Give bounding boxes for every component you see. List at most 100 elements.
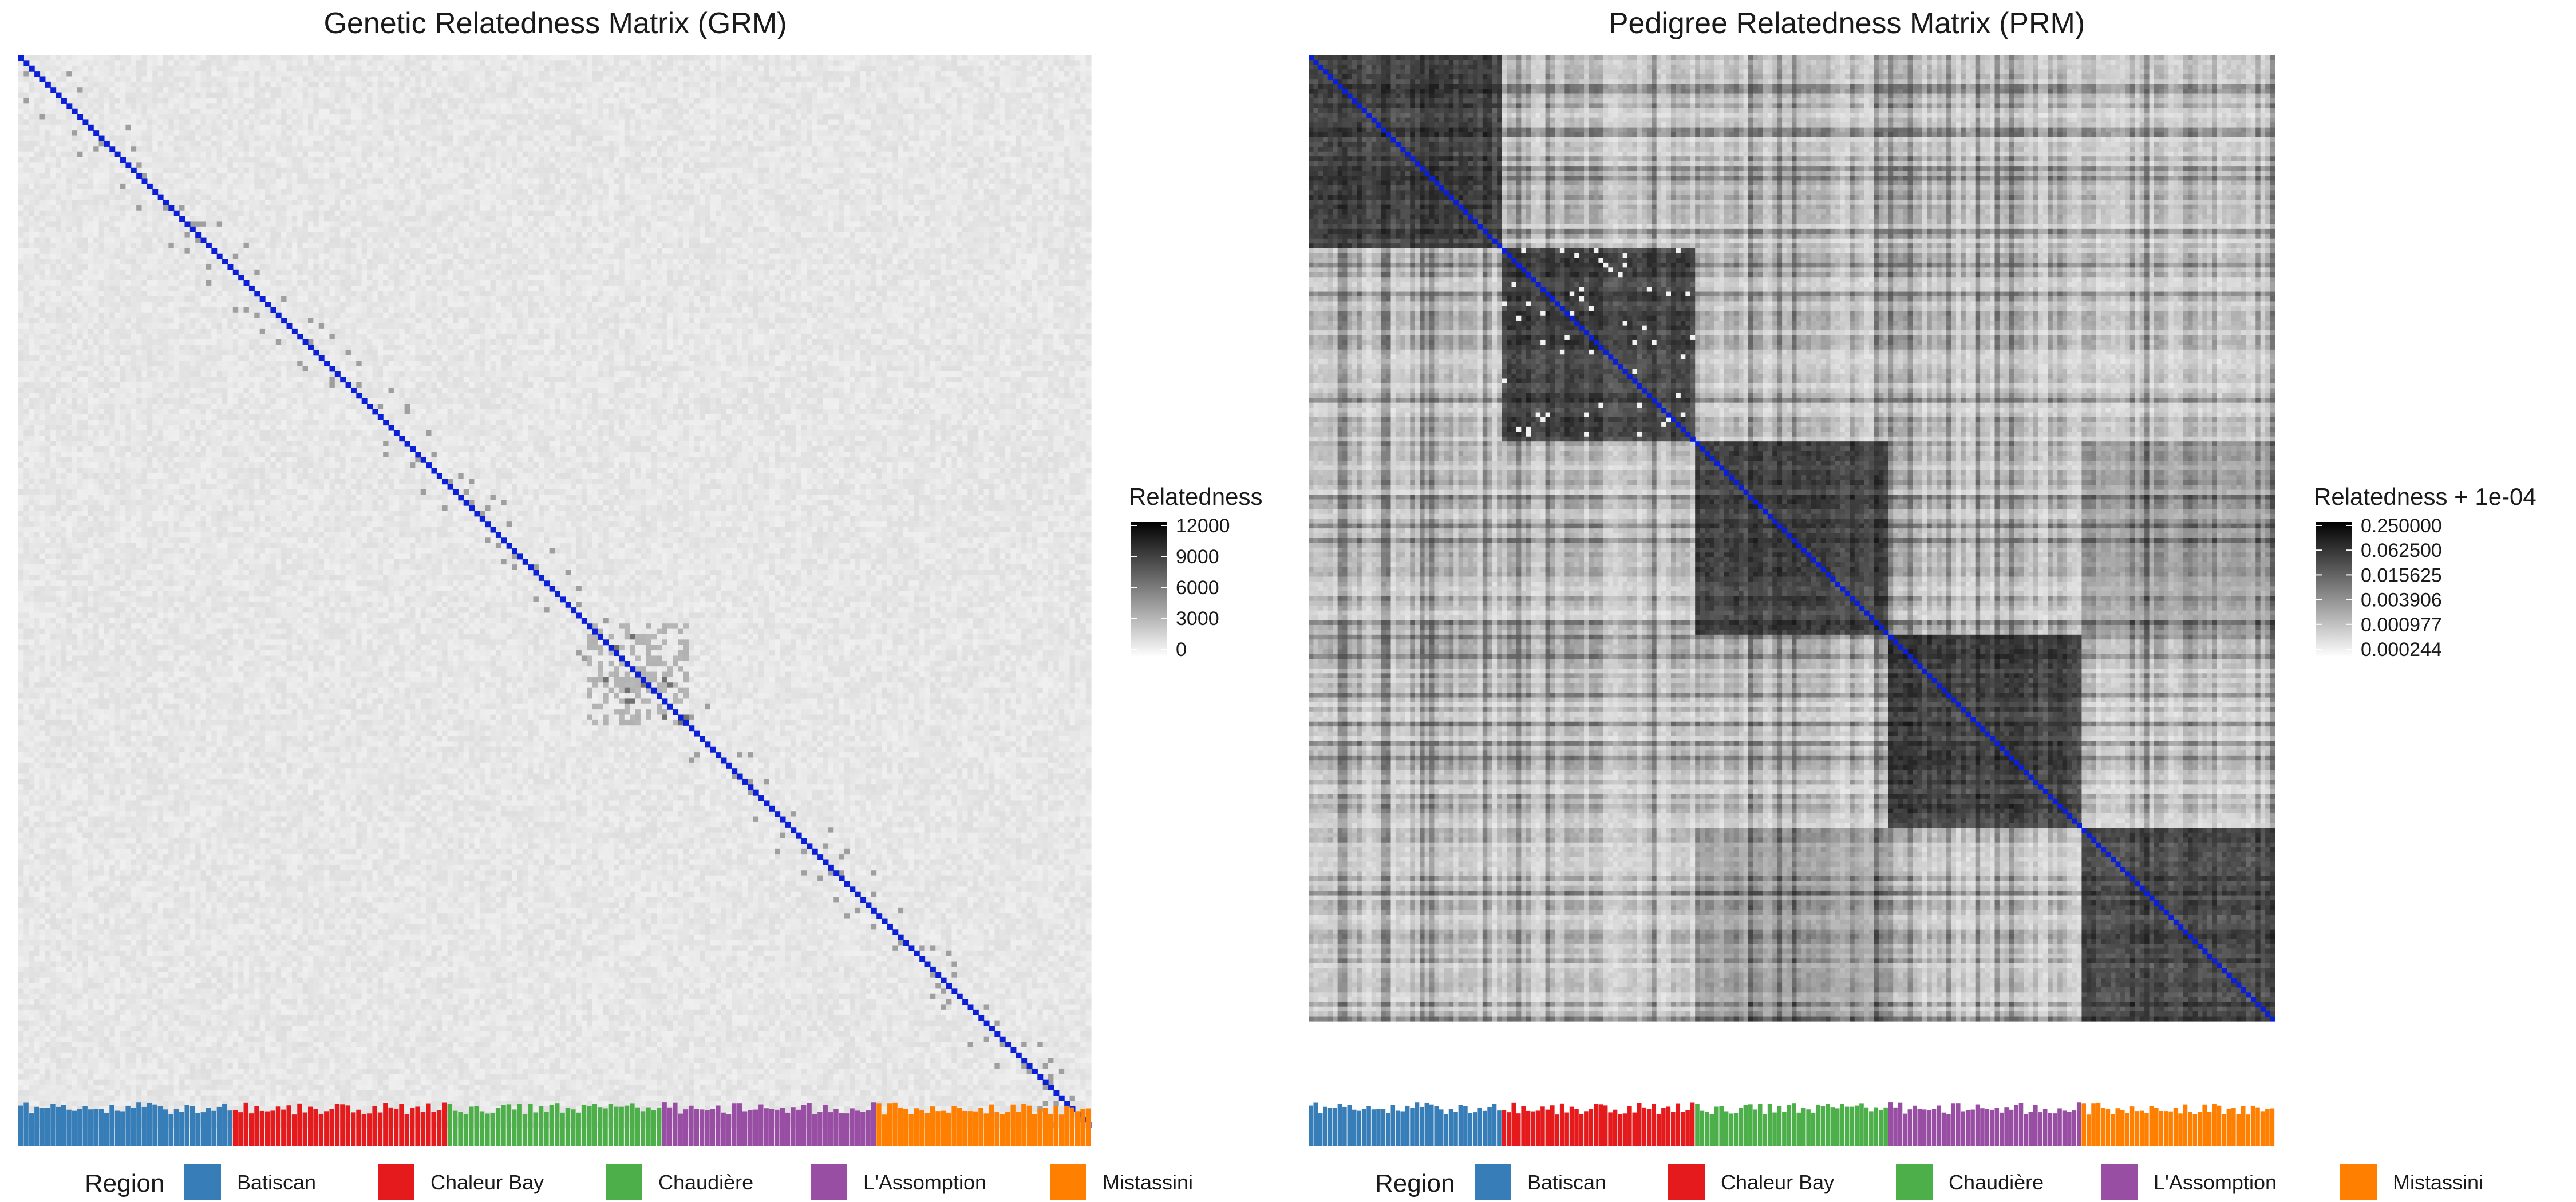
heatmap-cell [147, 87, 153, 93]
heatmap-cell [115, 87, 121, 93]
heatmap-cell [625, 93, 630, 98]
heatmap-cell [480, 71, 485, 77]
heatmap-cell [908, 103, 914, 109]
heatmap-cell [635, 109, 641, 114]
heatmap-cell [984, 66, 990, 72]
heatmap-cell [775, 82, 780, 88]
heatmap-cell [372, 93, 378, 98]
heatmap-cell [249, 103, 255, 109]
heatmap-cell [109, 71, 115, 77]
heatmap-cell [828, 66, 834, 72]
heatmap-cell [641, 76, 646, 82]
heatmap-cell [319, 66, 325, 72]
heatmap-cell [716, 103, 721, 109]
heatmap-cell [748, 103, 753, 109]
heatmap-cell [287, 87, 293, 93]
heatmap-cell [324, 87, 330, 93]
heatmap-cell [823, 93, 829, 98]
heatmap-cell [609, 109, 614, 114]
heatmap-cell [56, 60, 62, 66]
heatmap-cell [244, 60, 250, 66]
heatmap-cell [866, 71, 871, 77]
heatmap-cell [973, 93, 979, 98]
heatmap-cell [195, 87, 201, 93]
heatmap-cell [405, 76, 410, 82]
heatmap-cell [817, 98, 823, 104]
heatmap-cell [249, 93, 255, 98]
heatmap-cell [951, 55, 957, 61]
heatmap-cell [437, 82, 442, 88]
heatmap-cell [651, 109, 657, 114]
heatmap-cell [265, 71, 271, 77]
heatmap-cell [254, 55, 260, 61]
heatmap-cell [1016, 55, 1022, 61]
heatmap-cell [1075, 82, 1081, 88]
heatmap-cell [421, 60, 426, 66]
heatmap-cell [726, 76, 732, 82]
heatmap-cell [1059, 82, 1065, 88]
heatmap-cell [903, 98, 909, 104]
heatmap-cell [780, 109, 786, 114]
heatmap-cell [378, 76, 384, 82]
heatmap-cell [662, 60, 667, 66]
heatmap-cell [823, 76, 829, 82]
heatmap-cell [356, 87, 362, 93]
heatmap-cell [544, 60, 550, 66]
heatmap-cell [694, 82, 700, 88]
heatmap-cell [23, 109, 29, 114]
heatmap-cell [485, 60, 491, 66]
heatmap-cell [914, 66, 920, 72]
heatmap-cell [131, 87, 137, 93]
heatmap-cell [951, 60, 957, 66]
heatmap-cell [1059, 87, 1065, 93]
heatmap-cell [962, 87, 968, 93]
heatmap-cell [1032, 93, 1038, 98]
heatmap-cell [775, 76, 780, 82]
heatmap-cell [614, 76, 619, 82]
heatmap-cell [726, 66, 732, 72]
heatmap-cell [785, 55, 791, 61]
heatmap-cell [603, 76, 609, 82]
heatmap-cell [18, 103, 24, 109]
heatmap-cell [319, 82, 325, 88]
heatmap-cell [807, 87, 812, 93]
heatmap-cell [152, 66, 158, 72]
heatmap-cell [550, 82, 555, 88]
heatmap-cell [887, 82, 893, 88]
heatmap-cell [56, 71, 62, 77]
heatmap-cell [115, 93, 121, 98]
heatmap-cell [1021, 66, 1027, 72]
heatmap-cell [45, 87, 51, 93]
heatmap-cell [1059, 103, 1065, 109]
heatmap-cell [431, 66, 437, 72]
heatmap-cell [1086, 98, 1092, 104]
heatmap-cell [737, 93, 743, 98]
heatmap-cell [297, 82, 303, 88]
heatmap-cell [104, 98, 110, 104]
heatmap-cell [876, 98, 882, 104]
heatmap-cell [474, 60, 480, 66]
heatmap-cell [946, 98, 952, 104]
heatmap-cell [125, 103, 131, 109]
heatmap-cell [313, 103, 319, 109]
heatmap-cell [303, 71, 309, 77]
heatmap-cell [1075, 103, 1081, 109]
heatmap-cell [281, 103, 287, 109]
heatmap-cell [791, 87, 796, 93]
heatmap-cell [222, 60, 228, 66]
heatmap-cell [491, 87, 496, 93]
heatmap-cell [791, 76, 796, 82]
heatmap-cell [914, 93, 920, 98]
heatmap-cell [764, 103, 769, 109]
heatmap-cell [158, 98, 164, 104]
heatmap-cell [860, 76, 866, 82]
heatmap-cell [764, 82, 769, 88]
heatmap-cell [807, 66, 812, 72]
heatmap-cell [550, 93, 555, 98]
heatmap-cell [914, 71, 920, 77]
heatmap-cell [206, 66, 212, 72]
heatmap-cell [437, 55, 442, 61]
heatmap-cell [206, 109, 212, 114]
heatmap-cell [99, 82, 105, 88]
heatmap-cell [1070, 60, 1076, 66]
